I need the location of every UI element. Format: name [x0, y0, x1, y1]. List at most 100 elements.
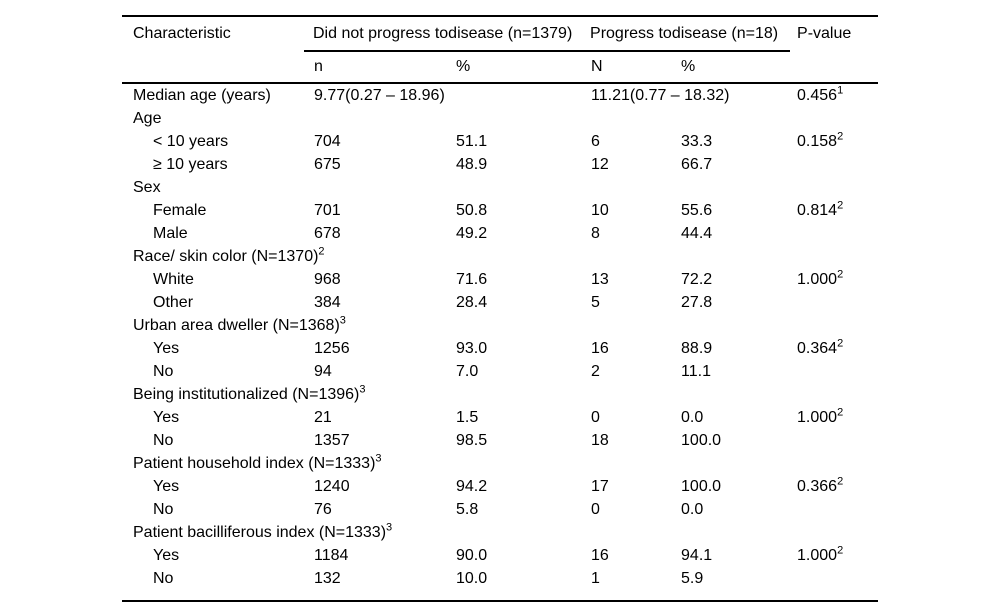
characteristics-table: Characteristic Did not progress todiseas…	[122, 15, 879, 602]
percent-cell: 48.9	[456, 155, 488, 173]
p-value-cell	[790, 245, 878, 268]
footnote-marker: 3	[386, 521, 393, 534]
table-header-sub-row: n % N %	[122, 51, 878, 84]
percent-cell	[671, 176, 790, 199]
col-header-progress-group: Progress todisease (n=18)	[581, 16, 791, 52]
table-row: Race/ skin color (N=1370)2	[122, 245, 878, 268]
n-cell: 16	[591, 339, 609, 357]
p-value-cell: 0.3662	[797, 475, 844, 495]
n-cell: 0	[591, 500, 600, 518]
n-cell: 76	[314, 500, 332, 518]
n-cell	[304, 107, 446, 130]
table-row: Age	[122, 107, 878, 130]
characteristic-cell: Urban area dweller (N=1368)3	[133, 314, 346, 334]
characteristic-cell: White	[153, 270, 194, 288]
characteristic-cell: Age	[133, 109, 162, 127]
n-cell: 12	[591, 155, 609, 173]
percent-cell: 5.9	[681, 569, 704, 587]
p-value-cell	[790, 314, 878, 337]
percent-cell: 0.0	[681, 408, 704, 426]
percent-cell	[446, 383, 581, 406]
p-value-cell	[790, 107, 878, 130]
n-cell: 132	[314, 569, 341, 587]
col-header-p-value: P-value	[790, 16, 879, 84]
table-body: Median age (years) 9.77(0.27 – 18.96) 11.2…	[122, 83, 878, 601]
percent-cell: 51.1	[456, 132, 488, 150]
n-cell: 678	[314, 224, 341, 242]
footnote-marker: 2	[837, 130, 844, 143]
n-cell: 0	[591, 408, 600, 426]
n-cell: 1184	[314, 546, 349, 564]
characteristic-cell: Sex	[133, 178, 161, 196]
n-cell	[304, 176, 446, 199]
table-row: Yes 1256 93.0 16 88.9 0.3642	[122, 337, 878, 360]
n-cell	[581, 107, 671, 130]
table-row: Patient household index (N=1333)3	[122, 452, 878, 475]
table-row: No 132 10.0 1 5.9	[122, 567, 878, 601]
col-header-did-not-progress-group: Did not progress todisease (n=1379)	[304, 16, 582, 52]
table-row: No 76 5.8 0 0.0	[122, 498, 878, 521]
table-row: Other 384 28.4 5 27.8	[122, 291, 878, 314]
n-cell	[581, 314, 671, 337]
percent-cell	[671, 521, 790, 544]
p-value-cell	[790, 521, 878, 544]
n-cell: 10	[591, 201, 609, 219]
percent-cell: 49.2	[456, 224, 488, 242]
n-cell	[581, 245, 671, 268]
p-value-cell	[790, 567, 878, 601]
percent-cell: 66.7	[681, 155, 713, 173]
progress-value-cell: 11.21(0.77 – 18.32)	[591, 86, 730, 104]
characteristic-cell: Patient bacilliferous index (N=1333)3	[133, 521, 393, 541]
p-value-cell	[790, 222, 878, 245]
n-cell: 16	[591, 546, 609, 564]
table-row: Yes 1240 94.2 17 100.0 0.3662	[122, 475, 878, 498]
percent-cell: 33.3	[681, 132, 713, 150]
p-value-cell: 0.3642	[797, 337, 844, 357]
table-row: White 968 71.6 13 72.2 1.0002	[122, 268, 878, 291]
p-value-cell	[790, 291, 878, 314]
percent-cell: 72.2	[681, 270, 713, 288]
n-cell: 701	[314, 201, 341, 219]
percent-cell	[671, 452, 790, 475]
characteristic-cell: Female	[153, 201, 207, 219]
n-cell: 6	[591, 132, 600, 150]
p-value-cell	[790, 176, 878, 199]
n-cell: 5	[591, 293, 600, 311]
characteristic-cell: Race/ skin color (N=1370)2	[133, 245, 325, 265]
percent-cell	[446, 245, 581, 268]
footnote-marker: 2	[837, 544, 844, 557]
p-value-cell: 1.0002	[797, 268, 844, 288]
characteristic-cell: Yes	[153, 546, 180, 564]
table-header-group-row: Characteristic Did not progress todiseas…	[122, 16, 879, 84]
p-value-cell	[790, 153, 878, 176]
percent-cell: 90.0	[456, 546, 488, 564]
footnote-marker: 2	[837, 268, 844, 281]
characteristic-cell: < 10 years	[153, 132, 229, 150]
n-cell	[304, 245, 446, 268]
n-cell: 8	[591, 224, 600, 242]
footnote-marker: 3	[359, 383, 366, 396]
characteristic-cell: Patient household index (N=1333)3	[133, 452, 382, 472]
percent-cell: 10.0	[456, 569, 488, 587]
percent-cell: 1.5	[456, 408, 479, 426]
footnote-marker: 2	[837, 337, 844, 350]
n-cell: 17	[591, 477, 609, 495]
footnote-marker: 3	[339, 314, 346, 327]
percent-cell: 98.5	[456, 431, 488, 449]
characteristic-cell: Yes	[153, 408, 180, 426]
percent-cell: 100.0	[681, 431, 722, 449]
table-row: Patient bacilliferous index (N=1333)3	[122, 521, 878, 544]
characteristic-cell: Yes	[153, 339, 180, 357]
n-cell	[581, 452, 671, 475]
footnote-marker: 3	[375, 452, 382, 465]
table-row: Urban area dweller (N=1368)3	[122, 314, 878, 337]
table-row: Yes 1184 90.0 16 94.1 1.0002	[122, 544, 878, 567]
footnote-marker: 2	[837, 199, 844, 212]
footnote-marker: 2	[837, 475, 844, 488]
col-header-n-upper: N	[581, 51, 672, 84]
p-value-cell: 0.1582	[797, 130, 844, 150]
percent-cell	[671, 107, 790, 130]
p-value-cell: 1.0002	[797, 406, 844, 426]
col-header-n-lower: n	[304, 51, 446, 84]
